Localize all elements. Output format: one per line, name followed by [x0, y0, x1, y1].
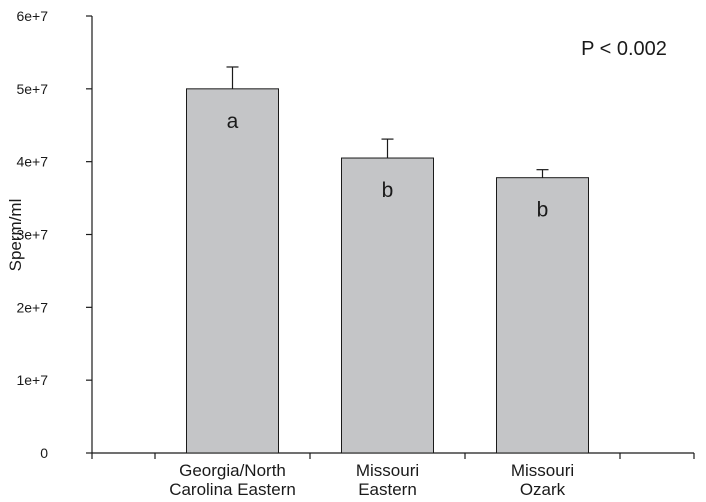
y-tick-label: 2e+7: [16, 299, 48, 315]
bars: a b b: [186, 66, 589, 454]
x-category-label: Carolina Eastern: [169, 480, 296, 499]
y-tick-label: 5e+7: [16, 81, 48, 97]
bar: [186, 88, 279, 454]
y-tick-label: 4e+7: [16, 154, 48, 170]
significance-letter: b: [537, 199, 549, 222]
p-value-annotation: P < 0.002: [581, 38, 667, 60]
x-category-label: Missouri: [511, 461, 574, 480]
y-tick-label: 0: [40, 445, 48, 461]
x-category-label: Georgia/North: [179, 461, 286, 480]
bar: [496, 177, 589, 454]
y-tick-label: 1e+7: [16, 372, 48, 388]
x-category-label: Missouri: [356, 461, 419, 480]
y-tick-label: 6e+7: [16, 8, 48, 24]
significance-letter: a: [227, 110, 239, 133]
x-category-label: Eastern: [358, 480, 417, 499]
bar: [341, 157, 434, 454]
significance-letter: b: [382, 179, 394, 202]
y-axis-label: Sperm/ml: [6, 199, 25, 272]
x-category-label: Ozark: [520, 480, 566, 499]
y-tick-label: 3e+7: [16, 227, 48, 243]
y-ticks: 0 1e+7 2e+7 3e+7 4e+7 5e+7 6e+7: [16, 8, 92, 461]
